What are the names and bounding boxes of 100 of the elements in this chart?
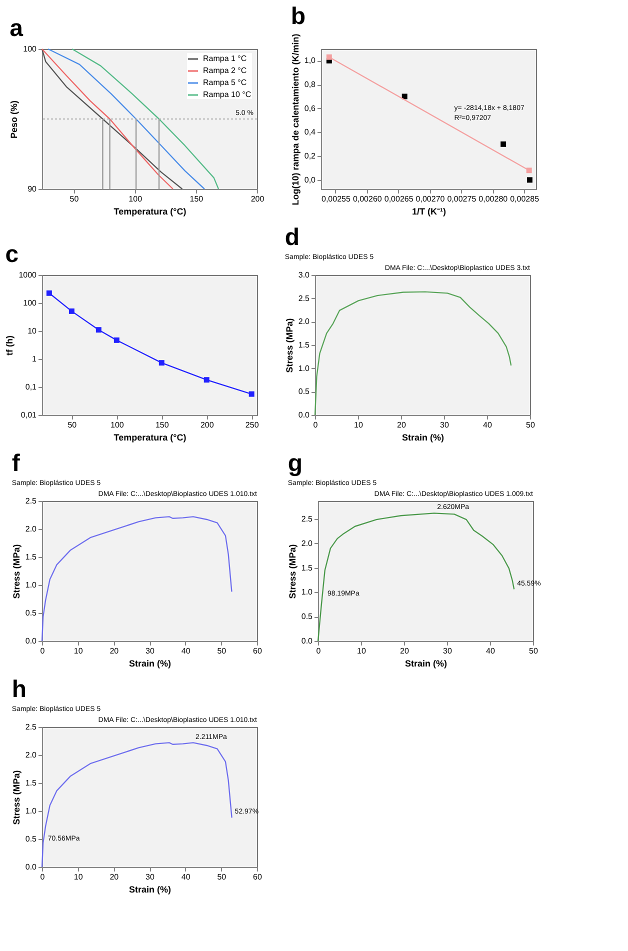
y-tick-label: 0.0: [25, 862, 38, 872]
y-tick-label: 0.5: [25, 834, 38, 844]
y-tick-label: 1.5: [298, 340, 310, 350]
y-tick-label: 0.5: [298, 387, 310, 396]
point: [402, 94, 408, 100]
legend-label: Rampa 1 °C: [203, 54, 247, 63]
x-tick-label: 0,00265: [384, 194, 414, 204]
x-tick-label: 0,00270: [416, 194, 446, 204]
x-tick-label: 0,00285: [510, 194, 540, 204]
line-series: [48, 48, 206, 190]
x-tick-label: 50: [526, 420, 536, 430]
x-tick-label: 10: [74, 872, 84, 882]
y-tick-label: 0,6: [304, 104, 316, 113]
x-tick-label: 20: [397, 420, 406, 430]
y-tick-label: 90: [28, 184, 38, 194]
chart-title: c: [5, 241, 19, 268]
x-tick-label: 10: [74, 646, 84, 656]
legend-label: Rampa 2 °C: [203, 66, 247, 75]
x-tick-label: 50: [217, 646, 227, 656]
y-tick-label: 2.0: [298, 317, 310, 326]
y-tick-label: 0.0: [301, 636, 314, 646]
y-tick-label: 0,8: [304, 80, 316, 90]
y-axis-title: Stress (MPa): [287, 544, 298, 599]
x-tick-label: 30: [146, 646, 155, 656]
x-axis-title: Strain (%): [128, 884, 172, 894]
x-tick-label: 20: [110, 872, 120, 882]
y-tick-label: 1.0: [298, 364, 310, 373]
x-tick-label: 0: [313, 420, 318, 430]
x-tick-label: 0,00255: [322, 194, 351, 204]
x-tick-label: 30: [146, 872, 155, 882]
y-axis-title: Peso (%): [9, 100, 20, 139]
y-tick-label: 0,01: [20, 410, 38, 420]
x-tick-label: 150: [190, 194, 204, 204]
x-tick-label: 20: [400, 646, 410, 656]
y-tick-label: 1.0: [25, 806, 38, 816]
x-tick-label: 200: [250, 194, 265, 204]
point: [526, 177, 532, 183]
y-tick-label: 0.5: [301, 612, 314, 622]
point: [326, 54, 332, 60]
point: [158, 360, 164, 366]
x-tick-label: 60: [253, 872, 262, 882]
point: [500, 141, 506, 147]
point: [96, 327, 102, 333]
x-tick-label: 60: [253, 646, 262, 656]
y-tick-label: 3.0: [298, 270, 310, 280]
y-tick-label: 2.0: [301, 538, 314, 548]
x-axis-title: Strain (%): [128, 658, 172, 668]
line-series: [41, 742, 232, 868]
y-tick-label: 100: [23, 298, 38, 308]
x-tick-label: 50: [68, 420, 78, 430]
x-tick-label: 50: [70, 194, 80, 204]
y-tick-label: 1.0: [301, 588, 314, 597]
chart-title: d: [284, 224, 300, 251]
x-tick-label: 50: [529, 646, 538, 656]
y-tick-label: 1.5: [301, 563, 314, 572]
point: [68, 308, 74, 314]
x-tick-label: 40: [181, 872, 191, 882]
line-series: [41, 516, 232, 642]
line-series: [314, 291, 512, 416]
y-axis-title: tf (h): [4, 336, 15, 356]
point: [526, 168, 532, 174]
x-axis-title: Temperatura (°C): [114, 206, 186, 216]
x-tick-label: 250: [245, 420, 260, 430]
x-tick-label: 0,00275: [447, 194, 477, 204]
point: [204, 377, 210, 383]
x-tick-label: 50: [217, 872, 227, 882]
y-tick-label: 0,0: [304, 175, 316, 184]
point: [114, 337, 120, 343]
x-tick-label: 40: [483, 420, 492, 430]
y-tick-label: 0.0: [298, 410, 310, 420]
x-tick-label: 10: [357, 646, 366, 656]
x-tick-label: 20: [110, 646, 120, 656]
y-tick-label: 100: [23, 44, 38, 54]
y-axis-title: Stress (MPa): [284, 318, 294, 373]
x-tick-label: 0,00260: [352, 194, 382, 204]
y-tick-label: 2.0: [25, 750, 38, 760]
x-tick-label: 0: [40, 872, 46, 882]
y-tick-label: 0,2: [304, 152, 316, 161]
x-tick-label: 0: [316, 646, 322, 656]
x-tick-label: 30: [440, 420, 450, 430]
line-series: [317, 512, 515, 642]
x-tick-label: 100: [110, 420, 124, 430]
x-tick-label: 30: [443, 646, 452, 656]
x-tick-label: 0: [40, 646, 46, 656]
y-axis-title: Log(10) rampa de calentamiento (K/min): [290, 34, 300, 206]
chart-title: f: [12, 450, 21, 477]
y-axis-title: Stress (MPa): [11, 544, 22, 599]
y-tick-label: 1.5: [25, 778, 38, 788]
x-tick-label: 100: [128, 194, 143, 204]
y-tick-label: 1: [32, 354, 38, 364]
y-tick-label: 1,0: [304, 56, 316, 66]
legend-label: Rampa 10 °C: [203, 90, 252, 99]
y-tick-label: 2.5: [25, 722, 38, 732]
x-tick-label: 0,00280: [478, 194, 508, 204]
y-tick-label: 1.0: [25, 580, 38, 590]
y-tick-label: 2.5: [301, 514, 314, 524]
x-tick-label: 10: [354, 420, 364, 430]
y-tick-label: 0,4: [304, 128, 316, 137]
y-tick-label: 2.0: [25, 524, 38, 534]
chart-title: a: [10, 15, 24, 42]
